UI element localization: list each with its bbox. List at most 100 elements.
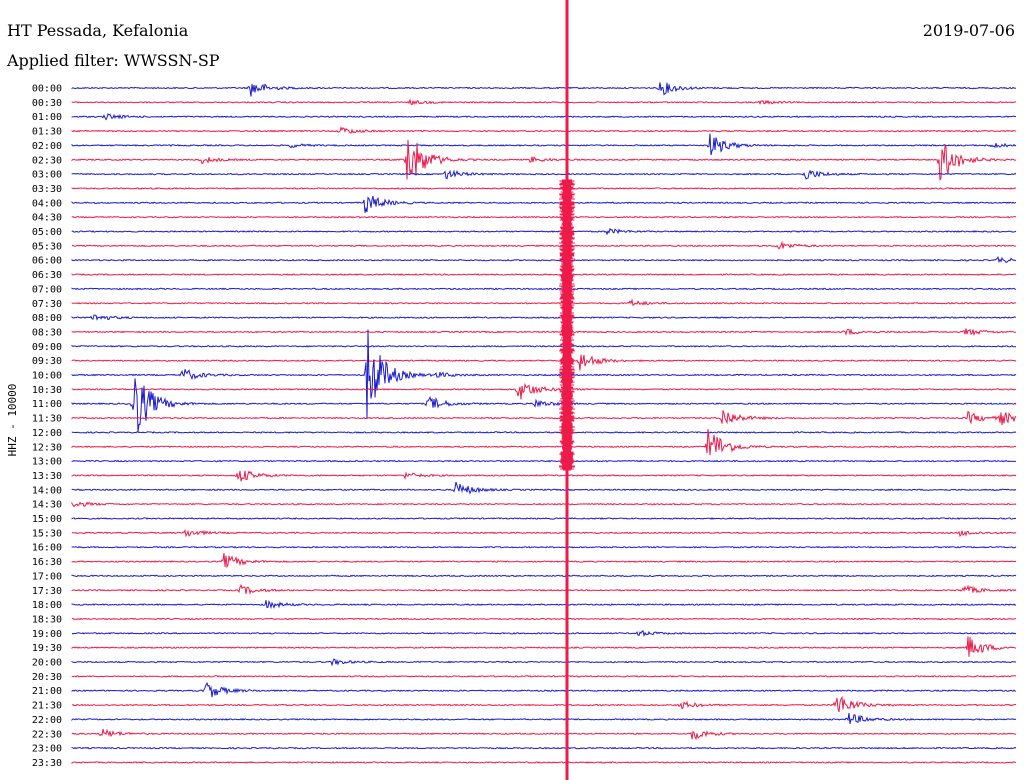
seismogram-trace bbox=[71, 431, 1017, 434]
seismogram-trace bbox=[71, 599, 1017, 610]
row-time-label: 13:30 bbox=[32, 471, 62, 482]
row-time-label: 19:30 bbox=[32, 643, 62, 654]
date-label: 2019-07-06 bbox=[922, 21, 1015, 40]
row-time-label: 23:00 bbox=[32, 744, 62, 755]
seismogram-trace bbox=[71, 695, 1016, 713]
row-time-label: 17:30 bbox=[32, 586, 62, 597]
seismogram-trace bbox=[71, 583, 1017, 595]
seismogram-trace bbox=[71, 636, 1017, 657]
seismogram-trace bbox=[71, 139, 1017, 181]
filter-label: Applied filter: WWSSN-SP bbox=[7, 51, 220, 70]
row-time-label: 09:00 bbox=[32, 342, 62, 353]
row-time-label: 07:00 bbox=[32, 284, 62, 295]
row-time-label: 16:30 bbox=[32, 557, 62, 568]
row-time-label: 16:00 bbox=[32, 543, 62, 554]
row-time-label: 01:00 bbox=[32, 112, 62, 123]
seismogram-trace bbox=[71, 545, 1017, 549]
row-time-label: 05:00 bbox=[32, 227, 62, 238]
seismogram-trace bbox=[71, 112, 1017, 121]
seismogram-trace bbox=[71, 728, 1017, 741]
seismogram-trace bbox=[71, 658, 1017, 667]
seismogram-trace bbox=[71, 82, 1017, 97]
row-time-label: 18:30 bbox=[32, 614, 62, 625]
row-time-label: 12:00 bbox=[32, 428, 62, 439]
overlay bbox=[559, 0, 575, 780]
row-time-label: 21:00 bbox=[32, 686, 62, 697]
seismogram-trace bbox=[71, 529, 1017, 538]
seismogram-trace bbox=[71, 195, 1017, 213]
seismogram-trace bbox=[71, 630, 1017, 638]
seismogram-trace bbox=[71, 761, 1017, 765]
seismogram-trace bbox=[71, 470, 1017, 482]
seismogram-trace bbox=[71, 344, 1017, 348]
seismogram-trace bbox=[71, 481, 1017, 495]
row-time-label: 21:30 bbox=[32, 701, 62, 712]
row-time-label: 01:30 bbox=[32, 127, 62, 138]
row-time-label: 23:30 bbox=[32, 758, 62, 769]
seismogram-trace bbox=[71, 98, 1016, 106]
seismogram-trace bbox=[71, 227, 1017, 236]
row-time-label: 08:00 bbox=[32, 313, 62, 324]
seismogram-trace bbox=[71, 298, 1017, 306]
seismogram-trace bbox=[71, 501, 1017, 508]
row-time-label: 22:30 bbox=[32, 729, 62, 740]
y-axis-label: HHZ - 10000 bbox=[6, 384, 19, 457]
row-time-label: 14:30 bbox=[32, 500, 62, 511]
seismogram-trace bbox=[71, 428, 1017, 456]
vertical-spike-burst bbox=[559, 179, 575, 471]
row-time-label: 09:30 bbox=[32, 356, 62, 367]
seismogram-trace bbox=[71, 617, 1017, 621]
row-time-label: 07:30 bbox=[32, 299, 62, 310]
seismogram-trace bbox=[71, 329, 1017, 419]
seismogram-trace bbox=[71, 354, 1017, 371]
row-time-label: 22:00 bbox=[32, 715, 62, 726]
seismogram-trace bbox=[71, 327, 1016, 337]
seismogram-trace bbox=[71, 517, 1017, 520]
row-time-label: 12:30 bbox=[32, 442, 62, 453]
seismogram-trace bbox=[71, 552, 1017, 569]
seismogram-trace bbox=[71, 187, 1017, 190]
row-time-label: 03:00 bbox=[32, 170, 62, 181]
seismogram-trace bbox=[71, 240, 1017, 250]
row-time-label: 02:30 bbox=[32, 155, 62, 166]
page-title: HT Pessada, Kefalonia bbox=[7, 21, 189, 40]
row-time-label: 06:00 bbox=[32, 256, 62, 267]
row-time-label: 13:00 bbox=[32, 457, 62, 468]
row-time-label: 04:00 bbox=[32, 198, 62, 209]
seismogram-trace bbox=[71, 314, 1017, 321]
row-time-label: 06:30 bbox=[32, 270, 62, 281]
row-labels: 00:00 00:30 01:00 01:30 02:00 02:30 03:00 03:30… bbox=[6, 84, 62, 769]
row-time-label: 11:00 bbox=[32, 399, 62, 410]
seismogram-trace bbox=[71, 746, 1017, 750]
seismogram-traces bbox=[71, 82, 1017, 765]
row-time-label: 20:30 bbox=[32, 672, 62, 683]
row-time-label: 00:30 bbox=[32, 98, 62, 109]
seismogram-trace bbox=[71, 712, 1017, 725]
row-time-label: 19:00 bbox=[32, 629, 62, 640]
seismogram-trace bbox=[71, 410, 1017, 426]
row-time-label: 10:30 bbox=[32, 385, 62, 396]
row-time-label: 05:30 bbox=[32, 241, 62, 252]
row-time-label: 18:00 bbox=[32, 600, 62, 611]
row-time-label: 04:30 bbox=[32, 213, 62, 224]
row-time-label: 20:00 bbox=[32, 658, 62, 669]
seismogram-trace bbox=[71, 574, 1017, 578]
seismogram-trace bbox=[71, 169, 1017, 180]
row-time-label: 14:00 bbox=[32, 485, 62, 496]
seismogram-trace bbox=[71, 133, 1017, 156]
seismogram-trace bbox=[71, 255, 1017, 264]
seismogram-trace bbox=[71, 126, 1017, 134]
seismogram-trace bbox=[71, 287, 1017, 291]
seismogram-trace bbox=[71, 459, 1017, 463]
row-time-label: 17:00 bbox=[32, 571, 62, 582]
row-time-label: 08:30 bbox=[32, 327, 62, 338]
seismogram-trace bbox=[71, 675, 1017, 678]
row-time-label: 11:30 bbox=[32, 414, 62, 425]
row-time-label: 02:00 bbox=[32, 141, 62, 152]
row-time-label: 03:30 bbox=[32, 184, 62, 195]
row-time-label: 10:00 bbox=[32, 371, 62, 382]
row-time-label: 15:00 bbox=[32, 514, 62, 525]
seismogram-trace bbox=[71, 273, 1017, 276]
seismogram-trace bbox=[71, 378, 1017, 433]
